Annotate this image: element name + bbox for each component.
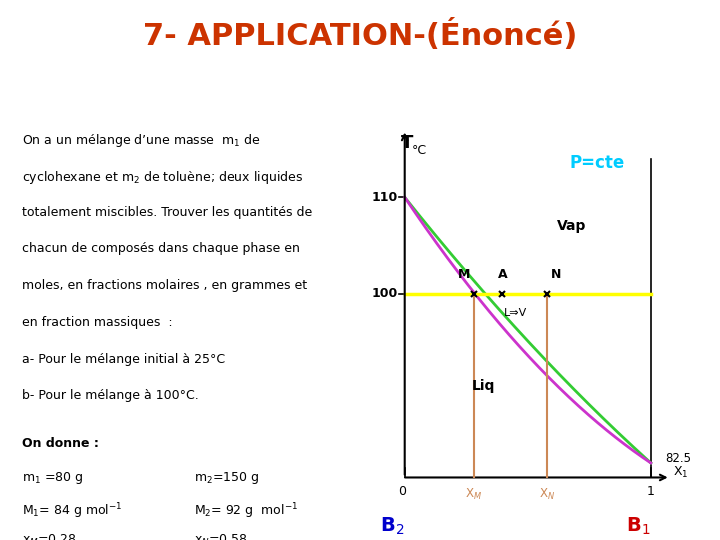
Text: X$_1$: X$_1$ bbox=[673, 465, 688, 480]
Text: en fraction massiques  :: en fraction massiques : bbox=[22, 316, 172, 329]
Text: m$_1$ =80 g: m$_1$ =80 g bbox=[22, 470, 83, 487]
Text: 1: 1 bbox=[647, 485, 654, 498]
Text: On a un mélange d’une masse  m$_1$ de: On a un mélange d’une masse m$_1$ de bbox=[22, 132, 261, 149]
Text: B$_2$: B$_2$ bbox=[380, 516, 405, 537]
Text: A: A bbox=[498, 268, 508, 281]
Text: X$_N$: X$_N$ bbox=[539, 487, 556, 502]
Text: moles, en fractions molaires , en grammes et: moles, en fractions molaires , en gramme… bbox=[22, 279, 307, 292]
Text: M$_1$= 84 g mol$^{-1}$: M$_1$= 84 g mol$^{-1}$ bbox=[22, 502, 122, 521]
Text: L⇒V: L⇒V bbox=[504, 308, 527, 319]
Text: 0: 0 bbox=[398, 485, 406, 498]
Text: M$_2$= 92 g  mol$^{-1}$: M$_2$= 92 g mol$^{-1}$ bbox=[194, 502, 299, 521]
Text: X$_M$: X$_M$ bbox=[465, 487, 482, 502]
Text: m$_2$=150 g: m$_2$=150 g bbox=[194, 470, 260, 487]
Text: Liq: Liq bbox=[472, 379, 495, 393]
Text: Vap: Vap bbox=[557, 219, 587, 233]
Text: chacun de composés dans chaque phase en: chacun de composés dans chaque phase en bbox=[22, 242, 300, 255]
Text: N: N bbox=[552, 268, 562, 281]
Text: 82.5: 82.5 bbox=[665, 451, 692, 464]
Text: M: M bbox=[458, 268, 470, 281]
Text: 110: 110 bbox=[371, 191, 397, 204]
Text: B$_1$: B$_1$ bbox=[626, 516, 651, 537]
Text: P=cte: P=cte bbox=[569, 154, 624, 172]
Text: T: T bbox=[401, 134, 413, 152]
Text: b- Pour le mélange à 100°C.: b- Pour le mélange à 100°C. bbox=[22, 389, 198, 402]
Text: x$_M$=0.28: x$_M$=0.28 bbox=[22, 533, 76, 540]
Text: 7- APPLICATION-(Énoncé): 7- APPLICATION-(Énoncé) bbox=[143, 19, 577, 51]
Text: °C: °C bbox=[412, 144, 427, 157]
Text: 100: 100 bbox=[371, 287, 397, 300]
Text: x$_N$=0.58: x$_N$=0.58 bbox=[194, 533, 248, 540]
Text: a- Pour le mélange initial à 25°C: a- Pour le mélange initial à 25°C bbox=[22, 353, 225, 366]
Text: totalement miscibles. Trouver les quantités de: totalement miscibles. Trouver les quanti… bbox=[22, 206, 312, 219]
Text: On donne :: On donne : bbox=[22, 437, 99, 450]
Text: cyclohexane et m$_2$ de toluène; deux liquides: cyclohexane et m$_2$ de toluène; deux li… bbox=[22, 169, 302, 186]
